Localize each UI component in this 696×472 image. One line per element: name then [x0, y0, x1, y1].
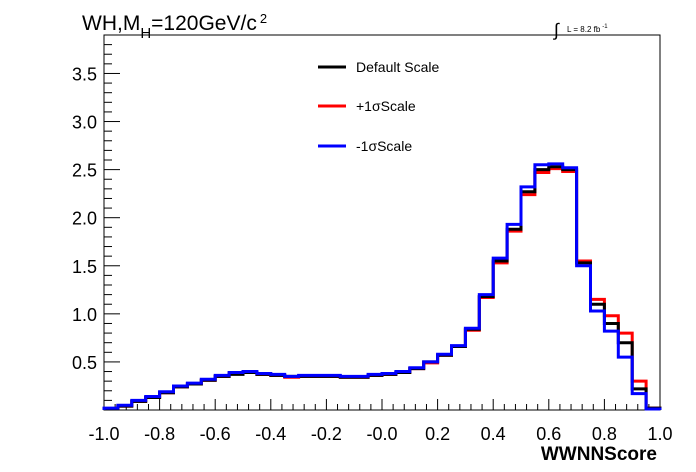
series-group	[102, 162, 662, 411]
x-axis-label: WWNNScore	[541, 444, 657, 465]
x-tick-label: 0.8	[592, 424, 617, 444]
y-tick-label: 0.5	[72, 353, 97, 373]
x-tick-label: 0.6	[536, 424, 561, 444]
legend-label-plus1sigma: +1σScale	[356, 98, 416, 114]
x-tick-label: 1.0	[647, 424, 672, 444]
y-tick-label: 1.5	[72, 257, 97, 277]
lumi-integral-symbol: ∫	[552, 20, 560, 40]
axes: -1.0 -0.8 -0.6 -0.4 -0.2 -0.0 0.2 0.4 0.6 0.8 1.0 0…	[72, 44, 673, 444]
x-tick-label: -0.4	[255, 424, 286, 444]
x-tick-label: -1.0	[88, 424, 119, 444]
x-tick-label: -0.2	[311, 424, 342, 444]
y-tick-label: 3.5	[72, 64, 97, 84]
legend: Default Scale +1σScale -1σScale	[318, 59, 439, 154]
lumi-label: L = 8.2 fb -1	[567, 24, 608, 34]
x-tick-label: -0.8	[144, 424, 175, 444]
x-tick-label: 0.2	[425, 424, 450, 444]
y-tick-label: 2.5	[72, 161, 97, 181]
x-tick-label: -0.6	[200, 424, 231, 444]
x-tick-label: 0.4	[481, 424, 506, 444]
legend-label-minus1sigma: -1σScale	[356, 138, 412, 154]
y-tick-label: 3.0	[72, 113, 97, 133]
y-tick-label: 1.0	[72, 305, 97, 325]
legend-label-default: Default Scale	[356, 59, 439, 75]
y-tick-label: 2.0	[72, 209, 97, 229]
x-tick-label: -0.0	[366, 424, 397, 444]
series-line-2	[102, 162, 662, 411]
chart-title: WH,MH=120GeV/c 2	[82, 11, 267, 42]
